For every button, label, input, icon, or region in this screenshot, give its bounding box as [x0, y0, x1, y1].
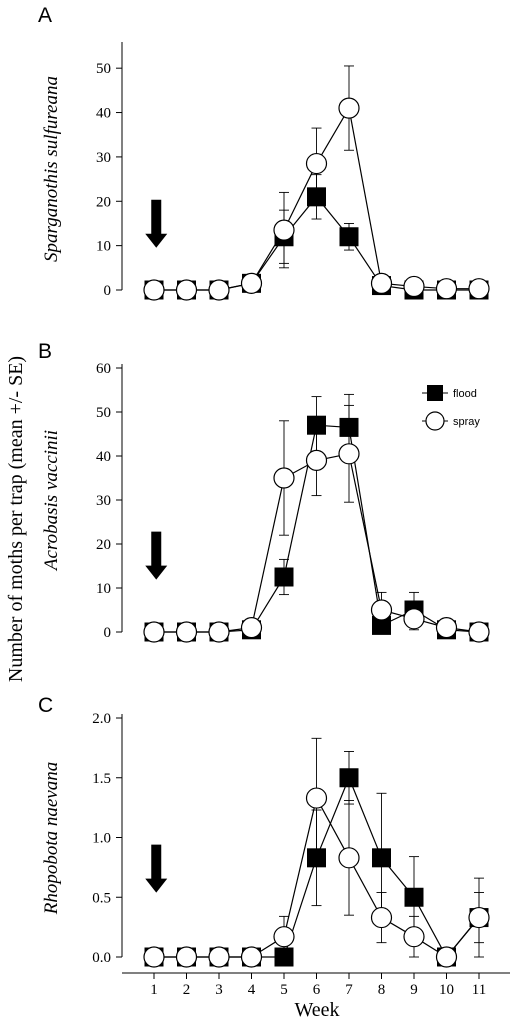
- data-point-spray: [273, 926, 295, 948]
- panel-letter: A: [38, 4, 52, 27]
- y-tick-label: 0: [104, 283, 112, 299]
- x-tick-label: 3: [215, 982, 223, 998]
- panel-letter: B: [38, 340, 52, 363]
- x-tick-label: 7: [345, 982, 353, 998]
- data-point-spray: [208, 279, 230, 301]
- data-point-spray: [175, 946, 198, 968]
- data-point-spray: [338, 847, 360, 869]
- x-tick-label: 11: [472, 982, 486, 998]
- data-point-spray: [240, 616, 263, 639]
- y-tick-label: 1.0: [92, 831, 111, 847]
- data-point-spray: [468, 278, 490, 300]
- data-point-spray: [338, 97, 360, 119]
- data-point-spray: [240, 272, 263, 294]
- data-point-spray: [175, 621, 198, 643]
- y-tick-label: 20: [96, 537, 111, 553]
- y-tick-label: 10: [96, 239, 111, 255]
- y-tick-label: 40: [96, 106, 111, 122]
- data-point-spray: [403, 275, 425, 298]
- data-point-spray: [403, 608, 425, 630]
- data-point-spray: [208, 621, 230, 643]
- panel-c: C Rhopobota naevana 0.0 0.5 1.0 1.5 2.0 1 2 3 4 5 6 7…: [38, 694, 510, 998]
- species-label: Acrobasis vaccinii: [41, 430, 62, 572]
- panel-a: A Sparganothis sulfureana 0 10 20 30 40 50: [38, 4, 490, 301]
- data-point-spray: [143, 621, 165, 643]
- application-arrow-icon: [145, 199, 168, 248]
- data-point-spray: [468, 621, 490, 643]
- data-point-spray: [403, 926, 425, 948]
- species-label: Rhopobota naevana: [41, 762, 62, 916]
- y-tick-label: 10: [96, 581, 111, 597]
- data-point-spray: [208, 946, 230, 968]
- data-point-spray: [370, 599, 393, 621]
- data-point-spray: [143, 279, 165, 301]
- y-tick-label: 30: [96, 493, 111, 509]
- data-point-spray: [273, 219, 295, 241]
- data-point-flood: [339, 417, 359, 437]
- x-tick-label: 8: [378, 982, 386, 998]
- y-tick-label: 50: [96, 61, 111, 77]
- legend-label-flood: flood: [453, 388, 477, 400]
- y-tick-label: 0: [104, 625, 112, 641]
- x-tick-label: 9: [410, 982, 418, 998]
- panel-letter: C: [38, 694, 53, 717]
- data-point-spray: [240, 946, 263, 968]
- y-tick-label: 40: [96, 449, 111, 465]
- legend: flood spray: [422, 385, 480, 431]
- y-tick-label: 0.5: [92, 890, 111, 906]
- legend-marker-spray: [425, 411, 445, 431]
- data-point-flood: [372, 848, 391, 868]
- data-point-spray: [370, 272, 393, 294]
- y-tick-label: 20: [96, 194, 111, 210]
- x-tick-label: 10: [439, 982, 454, 998]
- x-tick-label: 6: [313, 982, 321, 998]
- data-point-flood: [404, 887, 424, 907]
- data-point-flood: [339, 227, 359, 247]
- x-tick-label: 1: [150, 982, 158, 998]
- data-point-spray: [305, 152, 328, 175]
- data-point-spray: [435, 946, 458, 968]
- data-point-spray: [338, 443, 360, 465]
- x-tick-label: 5: [280, 982, 288, 998]
- data-point-spray: [305, 787, 328, 809]
- data-point-flood: [307, 848, 326, 868]
- data-point-spray: [305, 449, 328, 471]
- data-point-spray: [370, 906, 393, 929]
- data-point-spray: [175, 279, 198, 301]
- data-point-flood: [274, 567, 294, 587]
- data-point-flood: [339, 768, 359, 788]
- y-tick-label: 1.5: [92, 771, 111, 787]
- data-point-spray: [435, 278, 458, 300]
- x-tick-label: 4: [248, 982, 256, 998]
- y-tick-label: 30: [96, 150, 111, 166]
- data-point-spray: [435, 616, 458, 639]
- y-tick-label: 50: [96, 405, 111, 421]
- data-point-spray: [273, 467, 295, 489]
- data-point-flood: [307, 415, 326, 435]
- panel-b: B Acrobasis vaccinii 0 10 20 30 40 50 60 flood spr…: [38, 340, 490, 643]
- legend-label-spray: spray: [453, 416, 480, 428]
- y-tick-label: 2.0: [92, 711, 111, 727]
- y-tick-label: 60: [96, 361, 111, 377]
- data-point-spray: [143, 946, 165, 968]
- data-point-flood: [307, 187, 326, 207]
- species-label: Sparganothis sulfureana: [41, 76, 62, 262]
- x-axis-title: Week: [294, 999, 339, 1021]
- application-arrow-icon: [145, 844, 168, 893]
- data-point-flood: [274, 947, 294, 967]
- y-axis-title: Number of moths per trap (mean +/- SE): [5, 356, 27, 682]
- x-tick-label: 2: [183, 982, 191, 998]
- y-tick-label: 0.0: [92, 950, 111, 966]
- application-arrow-icon: [145, 531, 168, 580]
- data-point-spray: [468, 906, 490, 929]
